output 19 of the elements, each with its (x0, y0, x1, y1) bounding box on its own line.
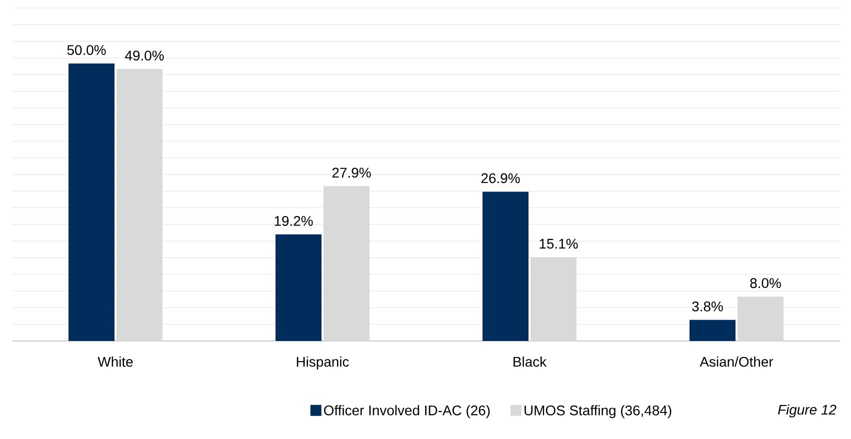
legend-label: UMOS Staffing (36,484) (524, 405, 672, 418)
bar (690, 320, 736, 341)
x-tick-label: Black (514, 356, 547, 367)
data-label: 3.8% (692, 301, 723, 312)
bar (482, 192, 529, 341)
data-label: 8.0% (750, 278, 781, 288)
data-label: 15.1% (540, 238, 578, 249)
text: Figure 12 (778, 404, 836, 418)
x-tick-label: Hispanic (296, 356, 349, 370)
data-label: 27.9% (332, 168, 371, 178)
x-tick-label: White (98, 356, 133, 367)
legend-label: Officer Involved ID-AC (26) (324, 405, 490, 418)
bar (276, 234, 322, 341)
x-tick-label: Asian/Other (700, 356, 774, 367)
bar (68, 63, 115, 341)
data-label: 49.0% (125, 50, 164, 61)
data-label: 50.0% (67, 45, 106, 55)
data-label: 19.2% (274, 216, 313, 226)
data-label: 26.9% (481, 173, 520, 184)
